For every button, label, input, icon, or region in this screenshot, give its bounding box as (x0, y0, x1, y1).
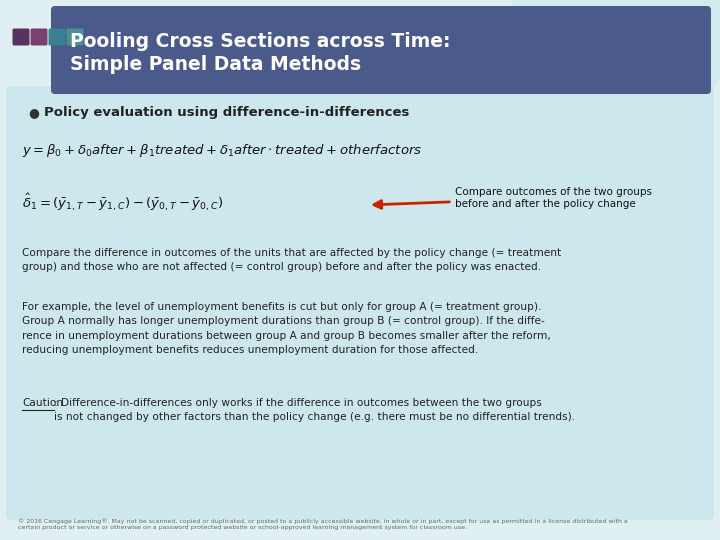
FancyBboxPatch shape (6, 86, 714, 520)
Text: : Difference-in-differences only works if the difference in outcomes between the: : Difference-in-differences only works i… (54, 398, 575, 422)
Text: Compare outcomes of the two groups
before and after the policy change: Compare outcomes of the two groups befor… (374, 187, 652, 209)
Circle shape (510, 0, 720, 140)
Text: © 2016 Cengage Learning®. May not be scanned, copied or duplicated, or posted to: © 2016 Cengage Learning®. May not be sca… (18, 518, 628, 530)
Text: ●: ● (28, 106, 39, 119)
Text: $y = \beta_0 + \delta_0 after + \beta_1 treated + \delta_1 after\cdot treated + : $y = \beta_0 + \delta_0 after + \beta_1 … (22, 142, 422, 159)
Text: Pooling Cross Sections across Time:: Pooling Cross Sections across Time: (70, 32, 451, 51)
FancyBboxPatch shape (51, 6, 711, 94)
Text: For example, the level of unemployment benefits is cut but only for group A (= t: For example, the level of unemployment b… (22, 302, 551, 355)
FancyBboxPatch shape (30, 29, 48, 45)
FancyBboxPatch shape (48, 29, 66, 45)
FancyBboxPatch shape (12, 29, 30, 45)
Text: Simple Panel Data Methods: Simple Panel Data Methods (70, 55, 361, 74)
FancyBboxPatch shape (66, 29, 84, 45)
Text: $\hat{\delta}_1 = (\bar{y}_{1,T} - \bar{y}_{1,C}) - (\bar{y}_{0,T} - \bar{y}_{0,: $\hat{\delta}_1 = (\bar{y}_{1,T} - \bar{… (22, 192, 223, 213)
Text: Policy evaluation using difference-in-differences: Policy evaluation using difference-in-di… (44, 106, 410, 119)
Text: Caution: Caution (22, 398, 63, 408)
Text: Compare the difference in outcomes of the units that are affected by the policy : Compare the difference in outcomes of th… (22, 248, 562, 272)
